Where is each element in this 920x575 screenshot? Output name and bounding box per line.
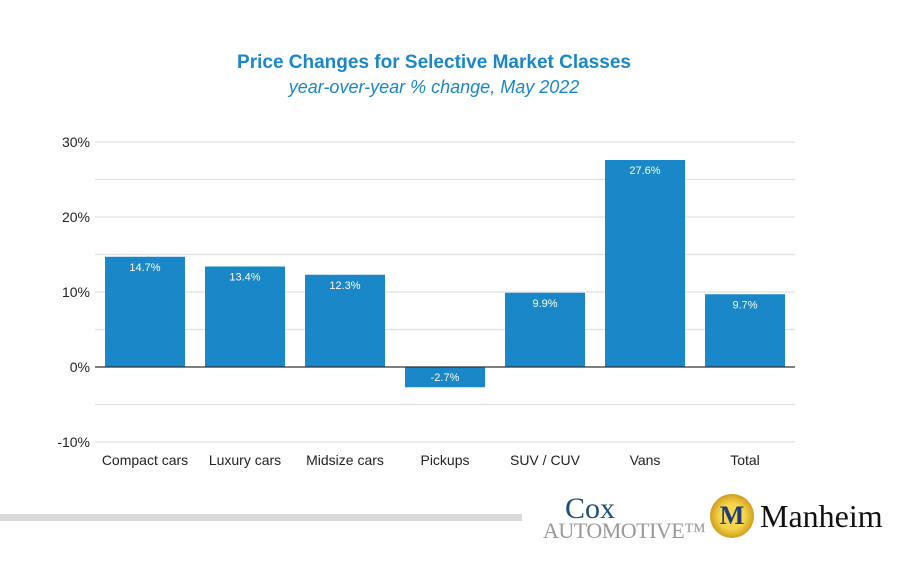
bar <box>105 256 185 367</box>
y-tick-label: 30% <box>62 134 90 150</box>
data-label: 14.7% <box>129 262 160 274</box>
data-label: 12.3% <box>329 280 360 292</box>
data-label: 13.4% <box>229 272 260 284</box>
bar <box>505 292 585 367</box>
bar <box>205 266 285 367</box>
y-tick-label: 20% <box>62 209 90 225</box>
x-tick-label: Midsize cars <box>306 452 384 468</box>
x-tick-label: Luxury cars <box>209 452 281 468</box>
chart-subtitle: year-over-year % change, May 2022 <box>288 77 580 97</box>
bar <box>605 160 685 367</box>
x-tick-label: Total <box>730 452 760 468</box>
data-label: 9.7% <box>732 299 757 311</box>
manheim-logo-text: Manheim <box>760 497 883 534</box>
x-tick-label: Vans <box>630 452 661 468</box>
cox-automotive-logo: Cox AUTOMOTIVE™ <box>543 492 706 543</box>
bar <box>705 294 785 367</box>
x-tick-label: Compact cars <box>102 452 188 468</box>
cox-logo-text: Cox <box>565 492 616 525</box>
y-tick-label: 10% <box>62 284 90 300</box>
x-tick-label: Pickups <box>420 452 469 468</box>
bar <box>305 274 385 367</box>
y-tick-label: -10% <box>57 434 90 450</box>
data-label: -2.7% <box>431 372 460 384</box>
data-label: 27.6% <box>629 165 660 177</box>
manheim-logo: M Manheim <box>710 494 883 538</box>
chart-title: Price Changes for Selective Market Class… <box>237 52 631 73</box>
manheim-emblem-icon: M <box>710 494 754 538</box>
y-tick-label: 0% <box>70 359 90 375</box>
bar <box>405 367 485 388</box>
automotive-logo-text: AUTOMOTIVE™ <box>543 518 706 543</box>
data-label: 9.9% <box>532 298 557 310</box>
x-tick-label: SUV / CUV <box>510 452 581 468</box>
decorative-divider <box>0 514 522 521</box>
